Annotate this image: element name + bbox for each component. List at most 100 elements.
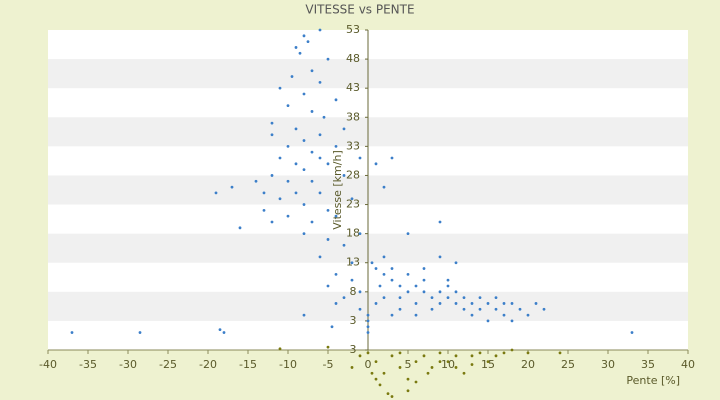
point xyxy=(286,144,290,148)
x-tick-label: 5 xyxy=(405,358,412,371)
point xyxy=(70,331,74,334)
point xyxy=(446,360,450,364)
point xyxy=(270,174,274,177)
point xyxy=(454,290,458,294)
point xyxy=(486,302,490,305)
point xyxy=(390,278,394,282)
point xyxy=(470,313,474,317)
point xyxy=(326,345,330,349)
y-tick-label: 18 xyxy=(346,227,360,240)
point xyxy=(398,307,402,311)
point xyxy=(326,162,330,166)
point xyxy=(502,351,506,355)
point xyxy=(382,255,386,259)
point xyxy=(278,86,282,90)
point xyxy=(358,156,362,160)
point xyxy=(270,133,274,137)
point xyxy=(414,360,418,364)
point xyxy=(494,296,498,300)
point xyxy=(286,214,290,218)
point xyxy=(462,371,466,375)
point xyxy=(374,377,378,381)
point xyxy=(326,57,330,61)
point xyxy=(318,133,322,137)
point xyxy=(334,214,338,218)
point xyxy=(326,208,330,212)
point xyxy=(322,115,326,119)
point xyxy=(518,307,522,311)
point xyxy=(398,366,402,369)
point xyxy=(358,232,362,236)
point xyxy=(382,272,386,276)
point xyxy=(370,371,374,375)
point xyxy=(486,360,490,364)
y-tick-label: 53 xyxy=(346,23,360,36)
point xyxy=(294,191,298,195)
point xyxy=(214,191,218,195)
point xyxy=(558,351,562,355)
point xyxy=(302,203,306,206)
x-tick-label: -5 xyxy=(323,358,334,371)
point xyxy=(342,296,346,300)
point xyxy=(438,290,442,294)
point xyxy=(430,307,434,311)
point xyxy=(422,267,426,270)
x-tick-label: -35 xyxy=(79,358,97,371)
point xyxy=(414,313,418,317)
point xyxy=(438,360,442,364)
point xyxy=(138,331,142,334)
point xyxy=(398,284,402,288)
point xyxy=(406,232,410,236)
point xyxy=(374,267,378,270)
point xyxy=(462,307,466,311)
point xyxy=(478,307,482,311)
point xyxy=(454,366,458,369)
point xyxy=(318,191,322,195)
y-tick-label: 28 xyxy=(346,168,360,181)
point xyxy=(430,366,434,369)
point xyxy=(270,220,274,224)
point xyxy=(630,331,634,334)
x-tick-label: -10 xyxy=(279,358,297,371)
point xyxy=(358,354,362,358)
point xyxy=(342,174,346,177)
point xyxy=(390,313,394,317)
point xyxy=(290,75,294,78)
point xyxy=(422,354,426,358)
point xyxy=(526,351,530,355)
point xyxy=(342,127,346,131)
point xyxy=(374,360,378,364)
point xyxy=(414,380,418,384)
y-tick-label: 48 xyxy=(346,52,360,65)
point xyxy=(406,290,410,294)
point xyxy=(438,302,442,305)
point xyxy=(294,162,298,166)
point xyxy=(390,156,394,160)
point xyxy=(310,110,314,113)
x-tick-label: 30 xyxy=(601,358,615,371)
y-tick-label: 43 xyxy=(346,81,360,94)
point xyxy=(350,197,354,201)
point xyxy=(446,284,450,288)
point xyxy=(470,363,474,366)
point xyxy=(350,366,354,369)
point xyxy=(230,185,234,189)
point xyxy=(310,69,314,73)
point xyxy=(326,284,330,288)
point xyxy=(378,284,382,288)
point xyxy=(382,296,386,300)
point xyxy=(438,255,442,259)
y-tick-label: 33 xyxy=(346,139,360,152)
point xyxy=(366,351,370,355)
point xyxy=(390,395,394,398)
point xyxy=(330,325,334,329)
point xyxy=(478,351,482,355)
point xyxy=(386,392,390,396)
chart-title: VITESSE vs PENTE xyxy=(305,3,414,17)
y-tick-label: 3 xyxy=(350,314,357,327)
point xyxy=(254,179,258,183)
point xyxy=(366,313,370,317)
point xyxy=(378,383,382,387)
point xyxy=(446,278,450,282)
